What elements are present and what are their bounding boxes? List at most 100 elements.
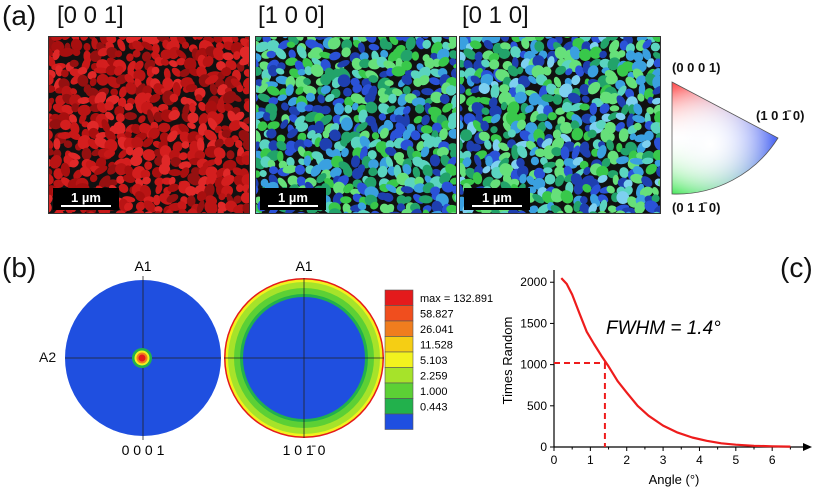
grain bbox=[176, 49, 187, 60]
grain bbox=[642, 39, 652, 50]
grain bbox=[317, 94, 325, 104]
grain bbox=[449, 50, 459, 60]
grain bbox=[599, 103, 610, 114]
grain bbox=[105, 111, 115, 121]
grain bbox=[269, 109, 277, 121]
grain bbox=[378, 94, 390, 103]
grain bbox=[147, 109, 154, 125]
grain bbox=[304, 104, 314, 112]
scale-bar-3: 1 µm bbox=[464, 188, 530, 210]
grain bbox=[420, 146, 430, 158]
grain bbox=[60, 119, 72, 131]
grain bbox=[616, 85, 627, 98]
grain bbox=[204, 200, 218, 215]
grain bbox=[318, 158, 334, 171]
grain bbox=[305, 92, 316, 102]
grain bbox=[511, 57, 519, 69]
grain bbox=[181, 41, 190, 49]
grain bbox=[296, 101, 308, 113]
grain bbox=[296, 45, 307, 59]
legend-swatch bbox=[384, 305, 414, 322]
grain bbox=[601, 158, 611, 168]
grain bbox=[267, 86, 280, 96]
grain bbox=[532, 193, 545, 204]
grain bbox=[653, 58, 663, 68]
grain bbox=[69, 94, 82, 107]
series-line bbox=[560, 277, 791, 448]
grain bbox=[391, 88, 403, 97]
grain bbox=[252, 111, 266, 120]
ipf-right-label: (1 0 1̄ 0) bbox=[756, 108, 805, 123]
grain bbox=[178, 123, 189, 134]
grain bbox=[651, 194, 660, 203]
grain bbox=[560, 146, 570, 160]
grain bbox=[511, 144, 520, 160]
grain bbox=[198, 113, 209, 126]
grain bbox=[68, 114, 78, 124]
grain bbox=[424, 57, 435, 69]
grain bbox=[155, 183, 163, 195]
ipf-top-label: (0 0 0 1) bbox=[672, 60, 721, 75]
grain bbox=[616, 64, 629, 77]
pf1-left-axis: A2 bbox=[39, 349, 57, 365]
grain bbox=[481, 59, 491, 68]
grain bbox=[77, 104, 91, 117]
grain bbox=[222, 52, 234, 61]
grain bbox=[285, 57, 298, 66]
grain bbox=[117, 38, 126, 52]
grain bbox=[206, 173, 217, 187]
grain bbox=[276, 140, 287, 151]
grain bbox=[589, 46, 602, 59]
grain bbox=[94, 165, 108, 175]
grain bbox=[212, 47, 225, 61]
legend-entry: 58.827 bbox=[420, 309, 454, 321]
grain bbox=[441, 181, 454, 193]
grain bbox=[414, 104, 425, 114]
grain bbox=[278, 40, 290, 50]
panel-b-label: (b) bbox=[2, 252, 37, 283]
grain bbox=[633, 103, 643, 115]
legend-swatch bbox=[384, 367, 414, 384]
grain bbox=[637, 93, 645, 102]
grain bbox=[393, 106, 407, 117]
grain bbox=[288, 97, 298, 107]
grain bbox=[302, 58, 313, 70]
grain bbox=[560, 133, 572, 143]
pole-figure-10-10: A1 1 0 1̄ 0 bbox=[224, 258, 384, 458]
grain bbox=[457, 59, 466, 68]
grain bbox=[195, 94, 203, 102]
grain bbox=[571, 127, 584, 141]
scale-bar-3-label: 1 µm bbox=[482, 190, 512, 205]
grain bbox=[470, 143, 482, 152]
grain bbox=[266, 50, 276, 59]
grain bbox=[257, 93, 271, 103]
grain bbox=[430, 52, 440, 61]
grain bbox=[169, 93, 179, 103]
grain bbox=[214, 156, 223, 166]
grain bbox=[167, 130, 178, 143]
y-axis-label: Times Random bbox=[500, 317, 515, 405]
y-tick-label: 2000 bbox=[520, 275, 547, 289]
grain bbox=[583, 166, 591, 175]
grain bbox=[133, 69, 146, 82]
grain bbox=[359, 136, 371, 150]
grain bbox=[579, 84, 591, 96]
grain bbox=[264, 81, 278, 89]
grain bbox=[516, 158, 525, 168]
grain bbox=[472, 120, 484, 133]
grain bbox=[304, 66, 313, 76]
grain bbox=[177, 201, 187, 211]
grain bbox=[621, 207, 636, 215]
grain bbox=[507, 65, 519, 77]
grain bbox=[115, 163, 128, 176]
grain bbox=[110, 88, 119, 96]
grain bbox=[217, 84, 228, 96]
grain bbox=[590, 184, 601, 196]
grain bbox=[303, 139, 313, 148]
grain bbox=[53, 179, 65, 188]
grain bbox=[607, 57, 621, 71]
grain bbox=[547, 56, 555, 68]
grain bbox=[403, 113, 410, 128]
grain bbox=[224, 137, 235, 148]
grain bbox=[103, 179, 118, 188]
